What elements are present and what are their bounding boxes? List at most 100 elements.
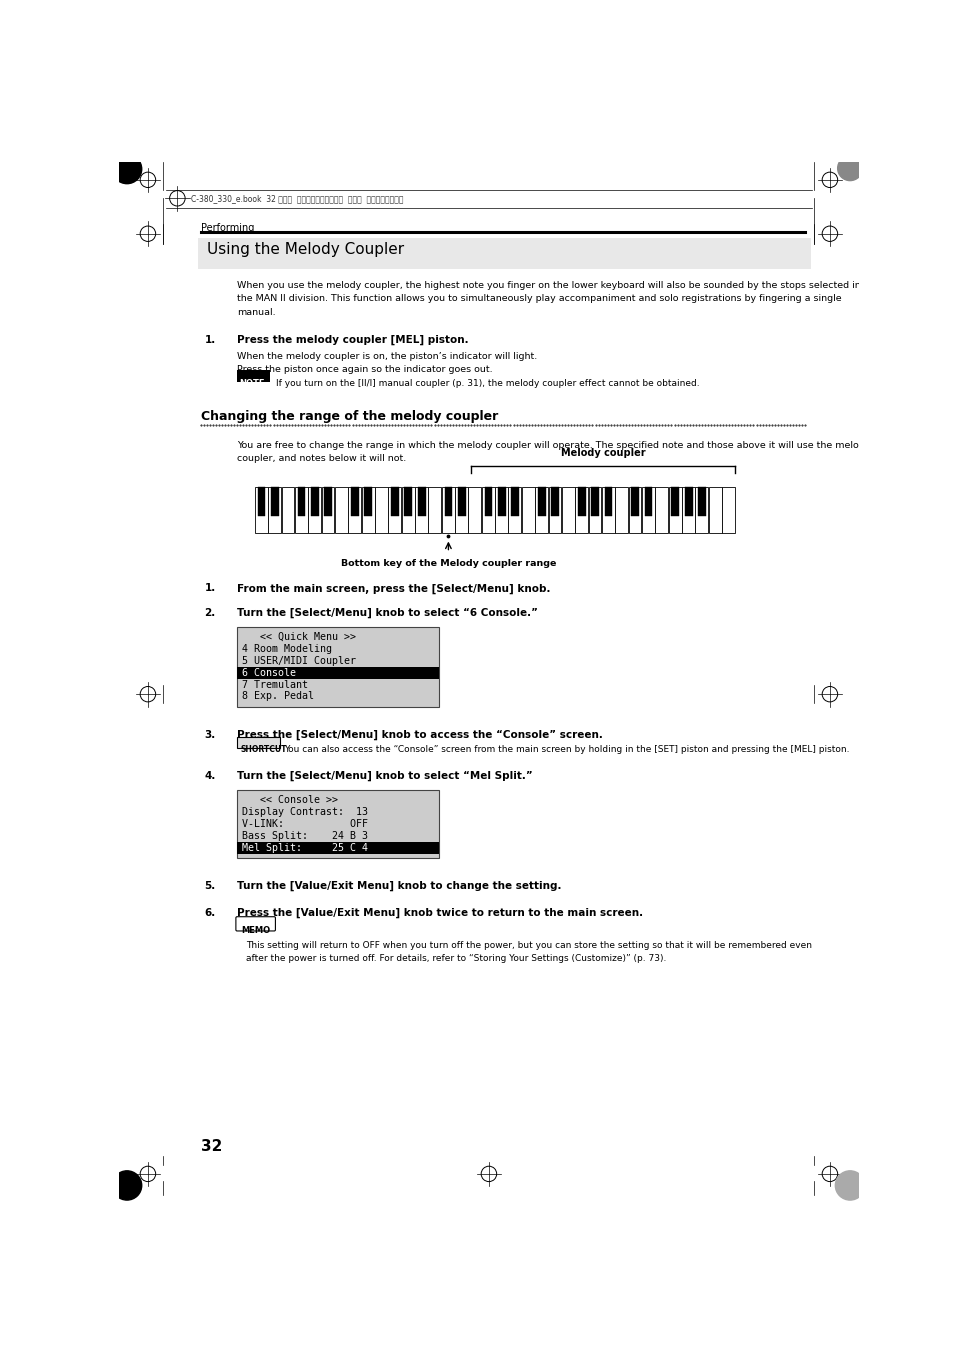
Bar	[671, 488, 679, 516]
Bar	[601, 488, 614, 534]
Bar	[684, 488, 692, 516]
Text: Press the piston once again so the indicator goes out.: Press the piston once again so the indic…	[236, 365, 492, 374]
Bar	[236, 627, 438, 707]
Bar	[308, 488, 321, 534]
Text: If you turn on the [II/I] manual coupler (p. 31), the melody coupler effect cann: If you turn on the [II/I] manual coupler…	[275, 380, 699, 388]
Bar	[668, 488, 680, 534]
Bar	[236, 790, 438, 858]
Bar	[415, 488, 428, 534]
Bar	[268, 488, 281, 534]
Circle shape	[837, 155, 862, 181]
Text: MEMO: MEMO	[241, 925, 270, 935]
Text: the MAN II division. This function allows you to simultaneously play accompanime: the MAN II division. This function allow…	[236, 295, 841, 303]
Bar	[364, 488, 372, 516]
Bar	[468, 488, 481, 534]
Bar	[335, 488, 348, 534]
Text: 8 Exp. Pedal: 8 Exp. Pedal	[241, 692, 314, 701]
Bar	[348, 488, 361, 534]
Bar	[417, 488, 425, 516]
Bar	[631, 488, 639, 516]
Bar	[578, 488, 585, 516]
Text: V-LINK:           OFF: V-LINK: OFF	[241, 819, 367, 830]
Bar	[294, 488, 308, 534]
Text: Performing: Performing	[200, 223, 253, 232]
Text: Press the melody coupler [MEL] piston.: Press the melody coupler [MEL] piston.	[236, 335, 468, 346]
Text: C-380_330_e.book  32 ページ  ２０１０年４月２８日  水曜日  午後１０時１１分: C-380_330_e.book 32 ページ ２０１０年４月２８日 水曜日 午…	[191, 193, 402, 203]
Text: 4 Room Modeling: 4 Room Modeling	[241, 644, 332, 654]
Bar	[695, 488, 707, 534]
Bar	[428, 488, 441, 534]
Bar	[257, 488, 265, 516]
Text: NOTE: NOTE	[239, 380, 265, 388]
Text: Press the [Select/Menu] knob to access the “Console” screen.: Press the [Select/Menu] knob to access t…	[236, 730, 602, 740]
Bar	[551, 488, 558, 516]
Bar	[441, 488, 455, 534]
Bar	[281, 488, 294, 534]
Bar	[351, 488, 358, 516]
Text: Turn the [Select/Menu] knob to select “6 Console.”: Turn the [Select/Menu] knob to select “6…	[236, 608, 537, 619]
Bar	[655, 488, 667, 534]
Bar	[561, 488, 574, 534]
Bar	[591, 488, 598, 516]
Bar	[297, 488, 305, 516]
Text: 5 USER/MIDI Coupler: 5 USER/MIDI Coupler	[241, 655, 355, 666]
Bar	[311, 488, 318, 516]
Bar	[388, 488, 401, 534]
Bar	[535, 488, 547, 534]
Text: Bottom key of the Melody coupler range: Bottom key of the Melody coupler range	[340, 559, 556, 567]
Bar	[481, 488, 495, 534]
Text: after the power is turned off. For details, refer to “Storing Your Settings (Cus: after the power is turned off. For detai…	[246, 954, 666, 963]
Text: 7 Tremulant: 7 Tremulant	[241, 680, 308, 689]
Bar	[521, 488, 534, 534]
Text: 2.: 2.	[204, 608, 215, 617]
Text: 3.: 3.	[204, 730, 215, 739]
Bar	[708, 488, 720, 534]
Bar	[401, 488, 415, 534]
Bar	[324, 488, 332, 516]
Text: You are free to change the range in which the melody coupler will operate. The s: You are free to change the range in whic…	[236, 440, 869, 450]
Bar	[455, 488, 468, 534]
Text: 6.: 6.	[204, 908, 215, 917]
Bar	[391, 488, 398, 516]
Bar	[508, 488, 520, 534]
Text: coupler, and notes below it will not.: coupler, and notes below it will not.	[236, 454, 406, 463]
Bar	[198, 238, 810, 269]
Bar	[511, 488, 518, 516]
Bar	[537, 488, 545, 516]
Text: manual.: manual.	[236, 308, 275, 316]
FancyBboxPatch shape	[235, 917, 275, 931]
Text: << Quick Menu >>: << Quick Menu >>	[241, 632, 355, 642]
Bar	[495, 488, 508, 534]
Circle shape	[112, 154, 142, 184]
Bar	[254, 488, 268, 534]
Bar	[361, 488, 375, 534]
Text: Changing the range of the melody coupler: Changing the range of the melody coupler	[200, 411, 497, 423]
Bar	[604, 488, 612, 516]
Text: 1.: 1.	[204, 335, 215, 345]
Text: Press the [Value/Exit Menu] knob twice to return to the main screen.: Press the [Value/Exit Menu] knob twice t…	[236, 908, 642, 919]
Text: SHORTCUT: SHORTCUT	[240, 744, 286, 754]
Bar	[641, 488, 654, 534]
Text: 6 Console: 6 Console	[241, 667, 295, 678]
Bar	[628, 488, 640, 534]
Text: Turn the [Select/Menu] knob to select “Mel Split.”: Turn the [Select/Menu] knob to select “M…	[236, 771, 532, 781]
Text: This setting will return to OFF when you turn off the power, but you can store t: This setting will return to OFF when you…	[246, 942, 812, 950]
Bar	[236, 667, 438, 678]
Bar	[497, 488, 505, 516]
Text: Bass Split:    24 B 3: Bass Split: 24 B 3	[241, 831, 367, 840]
Text: Display Contrast:  13: Display Contrast: 13	[241, 807, 367, 817]
Circle shape	[835, 1171, 863, 1200]
Text: When you use the melody coupler, the highest note you finger on the lower keyboa: When you use the melody coupler, the hig…	[236, 281, 860, 289]
Bar	[721, 488, 734, 534]
Bar	[271, 488, 278, 516]
Bar	[236, 370, 270, 382]
Bar	[575, 488, 587, 534]
Text: You can also access the “Console” screen from the main screen by holding in the : You can also access the “Console” screen…	[284, 744, 849, 754]
Bar	[404, 488, 412, 516]
Bar	[698, 488, 705, 516]
Bar	[236, 738, 279, 748]
Bar	[644, 488, 652, 516]
Text: Melody coupler: Melody coupler	[560, 447, 645, 458]
Circle shape	[112, 1171, 142, 1200]
Text: << Console >>: << Console >>	[241, 794, 337, 805]
